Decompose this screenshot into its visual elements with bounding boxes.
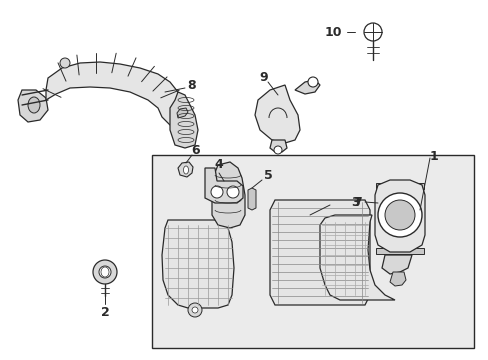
Circle shape — [187, 303, 202, 317]
Circle shape — [210, 186, 223, 198]
Polygon shape — [319, 215, 394, 300]
Circle shape — [384, 200, 414, 230]
Circle shape — [226, 186, 239, 198]
Text: 3: 3 — [350, 195, 359, 208]
Circle shape — [273, 146, 282, 154]
Polygon shape — [212, 162, 244, 228]
Polygon shape — [269, 200, 369, 305]
Polygon shape — [254, 85, 299, 143]
Bar — [375, 183, 423, 189]
Polygon shape — [170, 92, 198, 148]
Polygon shape — [389, 272, 405, 286]
Polygon shape — [294, 80, 319, 94]
Text: 4: 4 — [214, 158, 223, 171]
Text: 7: 7 — [353, 195, 362, 208]
Text: 9: 9 — [259, 71, 268, 84]
Circle shape — [99, 266, 111, 278]
Bar — [152, 155, 473, 348]
Polygon shape — [46, 62, 182, 125]
Polygon shape — [381, 255, 411, 274]
Ellipse shape — [28, 97, 40, 113]
Polygon shape — [269, 140, 286, 152]
Circle shape — [60, 58, 70, 68]
Text: 5: 5 — [263, 168, 272, 181]
Polygon shape — [204, 168, 243, 203]
Circle shape — [192, 307, 198, 313]
Circle shape — [377, 193, 421, 237]
Circle shape — [363, 23, 381, 41]
Circle shape — [93, 260, 117, 284]
Bar — [375, 248, 423, 254]
Circle shape — [307, 77, 317, 87]
Polygon shape — [18, 90, 48, 122]
Text: 2: 2 — [101, 306, 109, 319]
Text: 8: 8 — [187, 78, 196, 91]
Polygon shape — [374, 180, 424, 252]
Polygon shape — [247, 188, 256, 210]
Ellipse shape — [183, 166, 188, 174]
Polygon shape — [177, 108, 187, 118]
Text: 10: 10 — [324, 26, 341, 39]
Text: 6: 6 — [191, 144, 200, 157]
Polygon shape — [162, 220, 234, 308]
Text: 1: 1 — [429, 149, 437, 162]
Polygon shape — [178, 162, 193, 177]
